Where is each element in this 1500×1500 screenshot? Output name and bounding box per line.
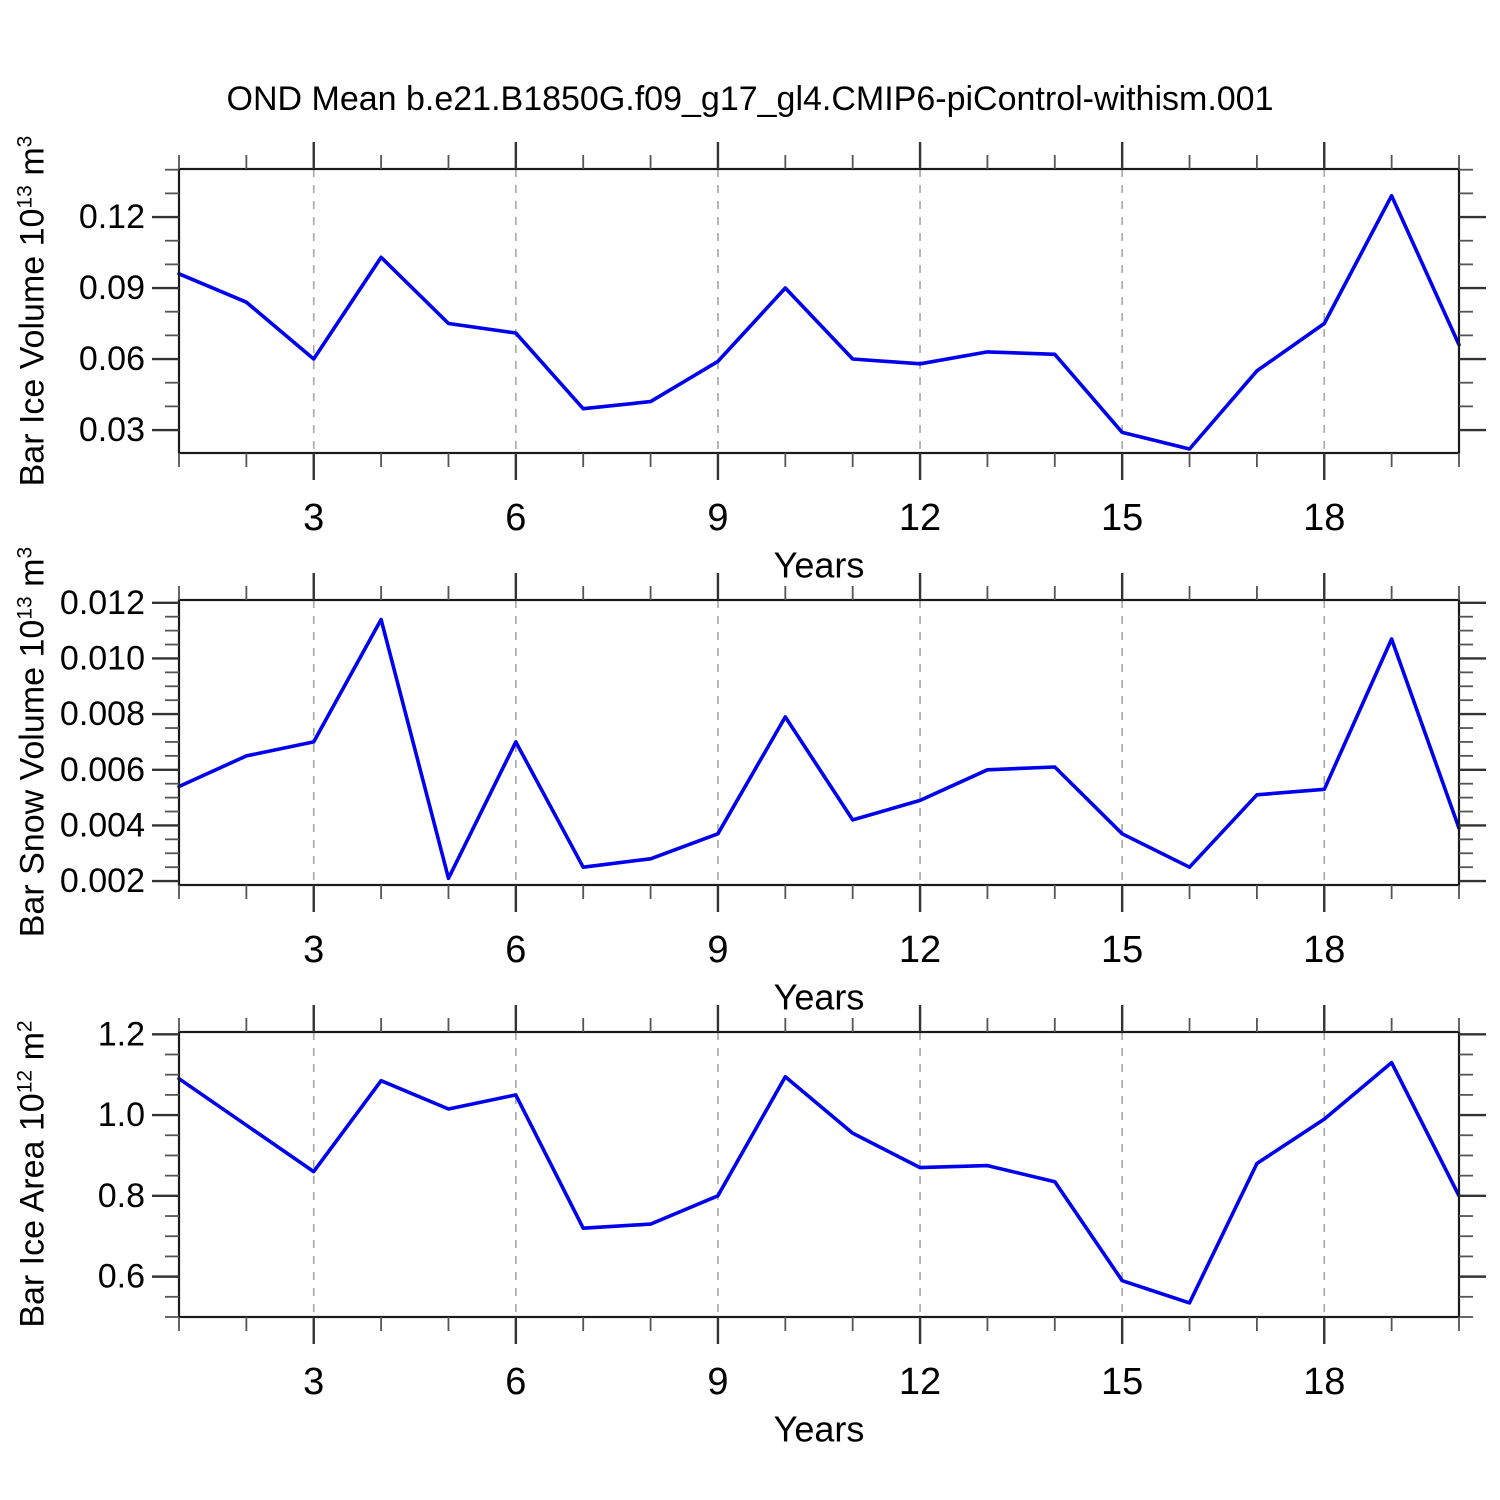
axis-label: Years [774,977,865,1018]
x-axis-title: Years [774,1409,865,1450]
y-tick-labels: 0.6 0.8 1.0 1.2 [98,1015,145,1295]
x-ticks [178,1005,1460,1344]
data-line [177,617,1461,881]
y-tick-labels: 0.002 0.004 0.006 0.008 0.010 0.012 [60,584,145,900]
axis-label: 6 [505,1361,526,1403]
axis-label: 1.0 [98,1096,145,1134]
x-tick-labels: 3 6 9 12 15 18 [303,1361,1345,1403]
axis-label: 0.06 [79,340,145,378]
axis-label: 15 [1101,497,1143,539]
axis-label: 6 [505,497,526,539]
axis-label: 15 [1101,1361,1143,1403]
axis-label: 12 [899,929,941,971]
data-line [177,1060,1461,1305]
axis-label: 6 [505,929,526,971]
x-axis-title: Years [774,545,865,586]
y-ticks [152,1033,1486,1318]
y-ticks [152,601,1486,883]
axis-label: 9 [707,1361,728,1403]
axis-label: Years [774,545,865,586]
axis-label: 0.6 [98,1258,145,1296]
x-ticks [178,573,1460,912]
axis-label: 0.010 [60,639,145,677]
axis-label: 3 [303,1361,324,1403]
plot-title: OND Mean b.e21.B1850G.f09_g17_gl4.CMIP6-… [226,80,1274,118]
axis-label: 0.8 [98,1177,145,1215]
axis-label: 9 [707,929,728,971]
bar-snow-volume-panel: 3 6 9 12 15 18Years0.0020.0040.0060.0080.0100… [60,573,1486,1018]
axis-frame [177,1030,1461,1319]
axis-label: 12 [899,1361,941,1403]
axis-label: 3 [303,497,324,539]
axis-label: 18 [1303,1361,1345,1403]
x-tick-labels: 3 6 9 12 15 18 [303,929,1345,971]
axis-label: 1.2 [98,1015,145,1053]
axis-label: 0.004 [60,806,145,844]
axis-label: 0.09 [79,269,145,307]
grid-lines [312,1032,1326,1317]
data-line [177,193,1461,451]
axis-label: 0.006 [60,751,145,789]
axis-label: 18 [1303,497,1345,539]
y-ticks [152,168,1486,432]
axis-label: 0.012 [60,584,145,622]
axis-frame [177,167,1461,455]
x-axis-title: Years [774,977,865,1018]
axis-label: 0.002 [60,862,145,900]
axis-label: 3 [303,929,324,971]
axis-label: 15 [1101,929,1143,971]
axis-label: 12 [899,497,941,539]
axis-label: 9 [707,497,728,539]
axis-label: 18 [1303,929,1345,971]
x-ticks [178,142,1460,480]
bar-ice-volume-panel: 3 6 9 12 15 18 Years 0.03 0.06 0.09 0.12 [79,142,1486,586]
y-tick-labels: 0.03 0.06 0.09 0.12 [79,198,145,449]
axis-label: 0.008 [60,695,145,733]
axis-label: 0.12 [79,198,145,236]
bar-ice-area-panel: 3 6 9 12 15 18 Years 0.6 0.8 1.0 1.2 [98,1005,1486,1450]
x-tick-labels: 3 6 9 12 15 18 [303,497,1345,539]
grid-lines [312,169,1326,453]
axis-label: Years [774,1409,865,1450]
axis-label: 0.03 [79,411,145,449]
axis-frame [177,598,1461,887]
